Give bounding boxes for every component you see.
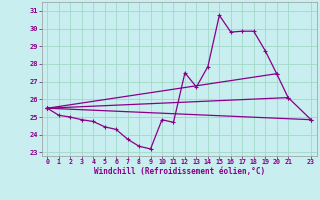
X-axis label: Windchill (Refroidissement éolien,°C): Windchill (Refroidissement éolien,°C) (94, 167, 265, 176)
